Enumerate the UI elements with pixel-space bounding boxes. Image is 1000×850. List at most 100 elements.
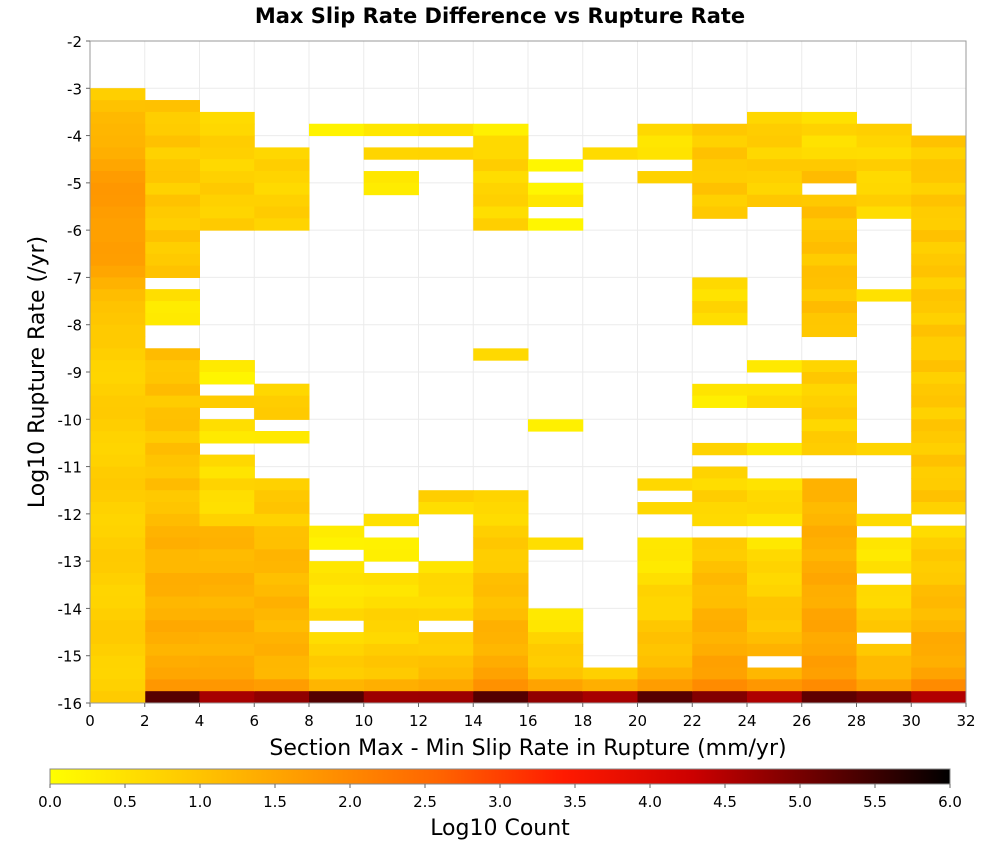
- heatmap-cell: [90, 206, 146, 219]
- heatmap-cell: [637, 171, 693, 184]
- heatmap-cell: [747, 171, 803, 184]
- heatmap-cell: [254, 478, 310, 491]
- heatmap-cell: [528, 667, 584, 680]
- y-tick-label: -8: [67, 317, 82, 335]
- heatmap-cell: [473, 206, 529, 219]
- heatmap-cell: [363, 620, 419, 633]
- heatmap-cell: [254, 194, 310, 207]
- heatmap-cell: [801, 442, 857, 456]
- heatmap-cell: [856, 171, 912, 184]
- heatmap-cell: [144, 383, 200, 397]
- heatmap-cell: [90, 135, 146, 148]
- heatmap-cell: [90, 312, 146, 326]
- heatmap-cell: [801, 679, 857, 692]
- heatmap-cell: [692, 277, 748, 290]
- heatmap-cell: [911, 466, 967, 479]
- x-tick-label: 26: [792, 712, 811, 730]
- heatmap-cell: [254, 502, 310, 515]
- heatmap-cell: [144, 348, 200, 361]
- heatmap-cell: [801, 691, 857, 704]
- heatmap-cell: [856, 513, 912, 527]
- heatmap-cell: [801, 667, 857, 680]
- heatmap-cell: [199, 159, 255, 172]
- heatmap-cell: [911, 277, 967, 290]
- heatmap-cell: [637, 135, 693, 148]
- colorbar-tick-label: 1.5: [263, 793, 287, 811]
- heatmap-cell: [801, 407, 857, 420]
- colorbar-tick-label: 1.0: [188, 793, 212, 811]
- heatmap-cell: [911, 312, 967, 326]
- heatmap-cell: [90, 241, 146, 255]
- heatmap-cell: [911, 407, 967, 420]
- heatmap-cell: [528, 194, 584, 207]
- heatmap-cell: [144, 171, 200, 184]
- heatmap-cell: [801, 241, 857, 255]
- heatmap-cell: [582, 147, 638, 160]
- heatmap-cell: [473, 679, 529, 692]
- heatmap-cell: [144, 502, 200, 515]
- heatmap-cell: [692, 206, 748, 219]
- heatmap-cell: [199, 608, 255, 621]
- heatmap-cell: [747, 584, 803, 598]
- heatmap-cell: [309, 596, 365, 609]
- colorbar-ticks: 0.0 0.5 1.0 1.5 2.0 2.5 3.0 3.5 4.0 4.5 5.0 5.5 6.0: [38, 784, 962, 811]
- heatmap-cell: [254, 608, 310, 621]
- heatmap-cell: [911, 336, 967, 349]
- heatmap-cell: [911, 159, 967, 172]
- heatmap-cell: [856, 561, 912, 574]
- heatmap-cell: [309, 643, 365, 657]
- heatmap-cell: [747, 561, 803, 574]
- heatmap-cell: [692, 182, 748, 196]
- heatmap-cell: [309, 572, 365, 586]
- heatmap-cell: [692, 502, 748, 515]
- heatmap-cell: [747, 667, 803, 680]
- heatmap-cell: [692, 135, 748, 148]
- heatmap-cell: [473, 584, 529, 598]
- heatmap-cell: [692, 301, 748, 314]
- colorbar-title: Log10 Count: [430, 816, 570, 841]
- heatmap-cell: [747, 537, 803, 550]
- colorbar-tick-label: 5.5: [863, 793, 887, 811]
- heatmap-cell: [856, 123, 912, 137]
- heatmap-cell: [801, 513, 857, 527]
- heatmap-cell: [856, 643, 912, 657]
- y-tick-label: -7: [67, 269, 82, 287]
- heatmap-cell: [801, 265, 857, 278]
- heatmap-cell: [747, 123, 803, 137]
- heatmap-cell: [90, 159, 146, 172]
- heatmap-cell: [801, 431, 857, 444]
- heatmap-cell: [856, 655, 912, 669]
- heatmap-cell: [747, 159, 803, 172]
- heatmap-cell: [473, 513, 529, 527]
- heatmap-cell: [144, 643, 200, 657]
- heatmap-cell: [144, 691, 200, 704]
- heatmap-cell: [692, 312, 748, 326]
- heatmap-cell: [637, 572, 693, 586]
- heatmap-cell: [856, 206, 912, 219]
- heatmap-cell: [911, 643, 967, 657]
- y-axis: -2 -3 -4 -5 -6 -7 -8 -9 -10 -11 -12 -13 -14 -15 -16: [58, 33, 90, 713]
- heatmap-cell: [199, 691, 255, 704]
- heatmap-cell: [199, 123, 255, 137]
- heatmap-cell: [801, 206, 857, 219]
- heatmap-cell: [90, 561, 146, 574]
- heatmap-cell: [144, 419, 200, 432]
- heatmap-cell: [199, 620, 255, 633]
- heatmap-cell: [911, 253, 967, 267]
- heatmap-cell: [637, 537, 693, 550]
- heatmap-cell: [911, 478, 967, 491]
- heatmap-cell: [801, 324, 857, 338]
- heatmap-cell: [911, 525, 967, 538]
- heatmap-cell: [747, 632, 803, 645]
- heatmap-cell: [144, 431, 200, 444]
- heatmap-cell: [363, 513, 419, 527]
- heatmap-cell: [199, 632, 255, 645]
- x-tick-label: 22: [683, 712, 702, 730]
- heatmap-cell: [90, 525, 146, 538]
- heatmap-cell: [528, 182, 584, 196]
- heatmap-cell: [692, 691, 748, 704]
- heatmap-cell: [90, 431, 146, 444]
- heatmap-cell: [473, 348, 529, 361]
- heatmap-cell: [418, 667, 474, 680]
